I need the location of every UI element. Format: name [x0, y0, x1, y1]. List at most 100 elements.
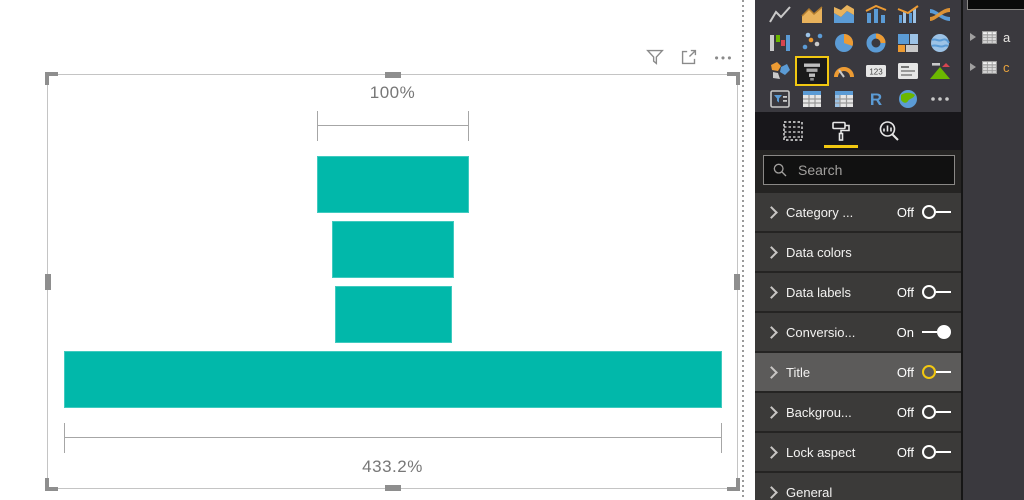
table-icon [982, 60, 997, 74]
expand-caret-icon[interactable] [970, 63, 976, 71]
toggle-track [936, 411, 951, 413]
toggle-knob [922, 285, 936, 299]
svg-text:R: R [870, 90, 882, 109]
section-label: Title [786, 364, 811, 380]
toggle-state-label: On [896, 324, 914, 340]
format-section-data-labels[interactable]: Data labels Off [755, 273, 961, 311]
toggle-knob [922, 405, 936, 419]
table-name: c [1003, 59, 1010, 75]
toggle-state-label: Off [896, 364, 914, 380]
format-section-backgrou[interactable]: Backgrou... Off [755, 393, 961, 431]
resize-handle-right[interactable] [734, 273, 740, 290]
resize-handle-top-right[interactable] [727, 72, 740, 85]
stacked-area-chart-icon[interactable] [828, 1, 860, 29]
funnel-bar-4[interactable] [64, 351, 722, 408]
r-script-visual-icon[interactable]: R [860, 85, 892, 113]
treemap-icon[interactable] [892, 29, 924, 57]
fields-grid-icon [783, 121, 803, 141]
toggle-switch[interactable] [922, 365, 951, 379]
gauge-icon[interactable] [828, 57, 860, 85]
line-chart-icon[interactable] [764, 1, 796, 29]
fields-table-row[interactable]: a [963, 27, 1024, 47]
format-section-conversio[interactable]: Conversio... On [755, 313, 961, 351]
card-icon[interactable]: 123 [860, 57, 892, 85]
toggle-switch[interactable] [922, 325, 951, 339]
fields-table-row[interactable]: c [963, 57, 1024, 77]
pane-tabs [755, 112, 961, 150]
kpi-icon[interactable] [924, 57, 956, 85]
toggle-state-label: Off [896, 404, 914, 420]
format-section-data-colors[interactable]: Data colors [755, 233, 961, 271]
toggle-knob [922, 205, 936, 219]
section-label: Backgrou... [786, 404, 852, 420]
ribbon-chart-icon[interactable] [924, 1, 956, 29]
conversion-label-top: 100% [369, 83, 416, 102]
visual-type-gallery: 123 R [755, 0, 961, 112]
resize-handle-bottom-right[interactable] [727, 478, 740, 491]
tab-fields[interactable] [779, 114, 807, 148]
section-label: Data labels [786, 284, 852, 300]
format-section-category[interactable]: Category ... Off [755, 193, 961, 231]
resize-handle-left[interactable] [45, 273, 51, 290]
toggle-track [922, 331, 937, 333]
resize-handle-bottom[interactable] [384, 485, 401, 491]
line-and-stacked-column-chart-icon[interactable] [860, 1, 892, 29]
paint-roller-icon [832, 121, 850, 141]
table-icon[interactable] [796, 85, 828, 113]
pie-chart-icon[interactable] [828, 29, 860, 57]
funnel-visual[interactable]: 100% 433.2% [45, 72, 740, 491]
arcgis-map-icon[interactable] [892, 85, 924, 113]
toggle-switch[interactable] [922, 285, 951, 299]
scatter-chart-icon[interactable] [796, 29, 828, 57]
format-search-box [763, 155, 955, 185]
filter-icon[interactable] [644, 46, 666, 68]
search-icon [773, 163, 787, 177]
section-label: General [786, 484, 833, 500]
donut-chart-icon[interactable] [860, 29, 892, 57]
funnel-bar-1[interactable] [317, 156, 469, 213]
toggle-switch[interactable] [922, 445, 951, 459]
pane-divider [961, 0, 963, 500]
toggle-track [936, 371, 951, 373]
chevron-right-icon [765, 205, 778, 219]
more-options-icon[interactable] [712, 46, 734, 68]
report-canvas[interactable]: 100% 433.2% [0, 0, 755, 500]
format-section-title[interactable]: Title Off [755, 353, 961, 391]
toggle-switch[interactable] [922, 405, 951, 419]
tab-format[interactable] [824, 114, 858, 148]
fields-search-box[interactable] [967, 0, 1024, 10]
funnel-bar-2[interactable] [332, 221, 454, 278]
funnel-bar-3[interactable] [334, 286, 452, 343]
resize-handle-bottom-left[interactable] [45, 478, 58, 491]
format-section-general[interactable]: General [755, 473, 961, 500]
chevron-right-icon [765, 445, 778, 459]
filled-map-icon[interactable] [764, 57, 796, 85]
chevron-right-icon [765, 285, 778, 299]
area-chart-icon[interactable] [796, 1, 828, 29]
slicer-icon[interactable] [764, 85, 796, 113]
focus-mode-icon[interactable] [678, 46, 700, 68]
chevron-right-icon [765, 325, 778, 339]
toggle-knob [922, 365, 936, 379]
resize-handle-top-left[interactable] [45, 72, 58, 85]
tab-analytics[interactable] [875, 114, 903, 148]
waterfall-chart-icon[interactable] [764, 29, 796, 57]
toggle-track [936, 211, 951, 213]
funnel-chart-icon[interactable] [795, 56, 829, 86]
resize-handle-top[interactable] [384, 72, 401, 78]
search-input[interactable] [796, 161, 954, 179]
line-and-clustered-column-chart-icon[interactable] [892, 1, 924, 29]
format-sections: Category ... Off Data colors Data labels O… [755, 193, 961, 500]
visualizations-pane: 123 R [755, 0, 961, 500]
funnel-chart: 100% 433.2% [48, 75, 737, 488]
multi-row-card-icon[interactable] [892, 57, 924, 85]
toggle-state-label: Off [896, 444, 914, 460]
more-options-icon[interactable] [924, 85, 956, 113]
toggle-track [936, 291, 951, 293]
matrix-icon[interactable] [828, 85, 860, 113]
chevron-right-icon [765, 245, 778, 259]
map-icon[interactable] [924, 29, 956, 57]
expand-caret-icon[interactable] [970, 33, 976, 41]
toggle-switch[interactable] [922, 205, 951, 219]
format-section-lock-aspect[interactable]: Lock aspect Off [755, 433, 961, 471]
